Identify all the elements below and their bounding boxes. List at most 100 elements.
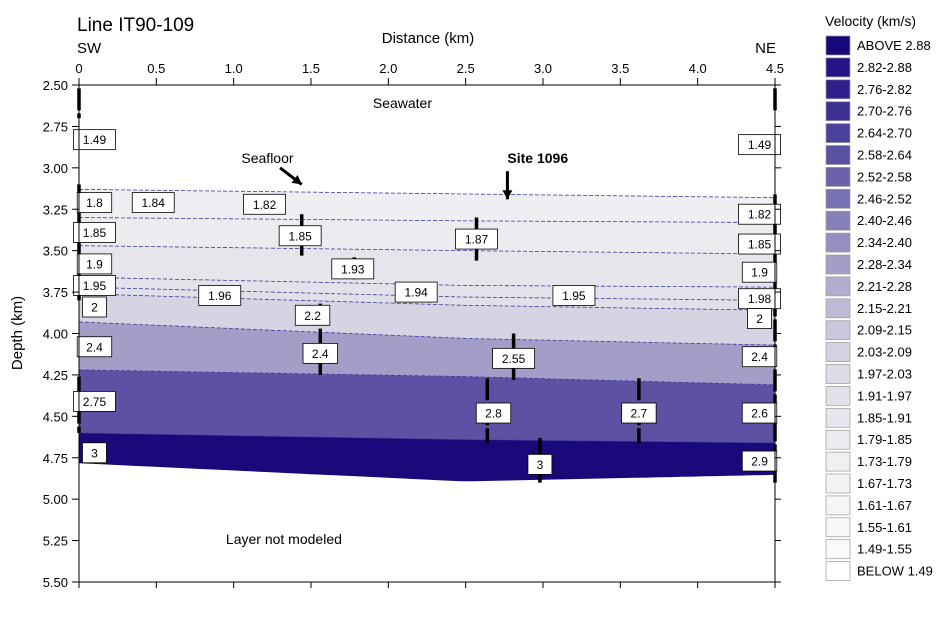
- x-tick-label: 4.5: [766, 61, 784, 76]
- velocity-label: 1.84: [142, 196, 166, 210]
- velocity-label-box: [741, 346, 778, 368]
- x-axis-title: Distance (km): [382, 30, 475, 47]
- y-tick-label: 4.25: [43, 368, 68, 383]
- legend-swatch: [825, 123, 851, 143]
- legend-swatch: [825, 232, 851, 253]
- y-tick-label: 4.50: [43, 409, 68, 424]
- legend-swatch: [825, 407, 851, 428]
- x-tick-label: 3.0: [534, 61, 552, 76]
- annotation-arrow-head: [502, 190, 513, 200]
- velocity-label: 2: [91, 300, 98, 314]
- legend-swatch: [825, 101, 851, 122]
- y-tick-label: 4.75: [43, 451, 68, 466]
- velocity-label-box: [82, 442, 107, 464]
- velocity-label-box: [294, 304, 331, 326]
- velocity-label-box: [198, 284, 242, 306]
- plot-layers: [79, 85, 775, 481]
- velocity-label: 1.49: [748, 138, 772, 152]
- y-tick-label: 3.25: [43, 202, 68, 217]
- legend-swatch: [825, 320, 851, 341]
- velocity-label: 1.87: [465, 233, 489, 247]
- velocity-label-box: [76, 336, 113, 358]
- legend-swatch: [825, 429, 851, 450]
- layer-interface-line: [78, 245, 776, 255]
- velocity-label: 1.98: [748, 292, 772, 306]
- direction-right-label: NE: [755, 40, 776, 57]
- x-tick-label: 1.5: [302, 61, 320, 76]
- velocity-label-box: [76, 253, 113, 275]
- legend-swatch: [825, 167, 851, 187]
- legend-label: 2.28-2.34: [857, 257, 912, 272]
- legend-label: 1.73-1.79: [857, 454, 912, 469]
- velocity-label-box: [278, 225, 322, 247]
- velocity-label: 1.94: [404, 286, 428, 300]
- layer-interface-line: [78, 321, 776, 346]
- velocity-label-box: [475, 402, 512, 424]
- legend-swatch: [825, 276, 851, 297]
- layer-interface-line: [78, 432, 776, 444]
- annotation-label: Layer not modeled: [226, 531, 342, 547]
- velocity-label: 2: [756, 312, 763, 326]
- velocity-label-box: [738, 203, 781, 225]
- legend-label: 2.52-2.58: [857, 169, 912, 184]
- velocity-label: 1.95: [83, 279, 107, 293]
- legend-label: 2.03-2.09: [857, 345, 912, 360]
- y-tick-label: 2.75: [43, 119, 68, 134]
- annotation-arrow-head: [291, 175, 302, 185]
- legend-swatch: [825, 145, 851, 165]
- velocity-label: 2.9: [751, 455, 768, 469]
- velocity-label: 1.9: [751, 266, 768, 280]
- legend-label: 2.82-2.88: [857, 60, 912, 75]
- legend-title: Velocity (km/s): [825, 13, 916, 29]
- legend-label: 2.70-2.76: [857, 104, 912, 119]
- x-tick-label: 0.5: [147, 61, 165, 76]
- velocity-label: 3: [537, 458, 544, 472]
- legend-swatch: [825, 386, 851, 406]
- legend-label: BELOW 1.49: [857, 564, 933, 579]
- velocity-layer: [79, 321, 775, 385]
- legend-swatch: [825, 35, 851, 56]
- legend-swatch: [825, 210, 851, 231]
- velocity-label-box: [73, 129, 116, 151]
- velocity-label-box: [527, 453, 553, 475]
- x-axis: 0 0.5 1.0 1.5 2.0 2.5 3.0 3.5 4.0 4.5: [75, 61, 784, 588]
- velocity-label-box: [738, 134, 781, 156]
- legend-label: 1.85-1.91: [857, 410, 912, 425]
- y-axis: 2.50 2.75 3.00 3.25 3.50 3.75 4.00 4.25 4.50 4.75…: [43, 78, 781, 590]
- velocity-layer: [79, 217, 775, 254]
- legend-label: 2.09-2.15: [857, 323, 912, 338]
- layer-interface-line: [78, 217, 776, 223]
- y-tick-label: 3.00: [43, 161, 68, 176]
- legend-label: ABOVE 2.88: [857, 38, 931, 53]
- legend-label: 2.64-2.70: [857, 126, 912, 141]
- velocity-layer: [79, 432, 775, 481]
- velocity-label-box: [131, 192, 175, 214]
- velocity-label: 1.82: [748, 208, 772, 222]
- legend-swatch: [825, 451, 851, 472]
- legend-swatch: [825, 561, 851, 581]
- y-tick-label: 4.00: [43, 327, 68, 342]
- velocity-label-box: [747, 308, 772, 329]
- velocity-label: 1.82: [253, 198, 277, 212]
- velocity-label-box: [738, 233, 781, 255]
- velocity-label: 2.2: [304, 309, 321, 323]
- velocity-label: 2.75: [83, 395, 107, 409]
- velocity-label-box: [621, 402, 657, 424]
- velocity-label: 2.4: [751, 350, 768, 364]
- legend-label: 1.61-1.67: [857, 498, 912, 513]
- chart-title: Line IT90-109: [77, 15, 194, 36]
- velocity-label: 2.55: [502, 352, 526, 366]
- velocity-label-box: [741, 261, 778, 283]
- velocity-label: 2.7: [631, 407, 648, 421]
- velocity-label: 1.85: [83, 226, 107, 240]
- velocity-label: 2.8: [485, 407, 502, 421]
- y-tick-label: 5.25: [43, 534, 68, 549]
- legend-swatch: [825, 495, 851, 516]
- layer-interface-line: [78, 369, 776, 386]
- legend-swatch: [825, 298, 851, 319]
- layer-interface-line: [78, 293, 776, 311]
- legend-label: 2.46-2.52: [857, 191, 912, 206]
- velocity-label: 1.95: [562, 289, 586, 303]
- legend-swatch: [825, 188, 851, 209]
